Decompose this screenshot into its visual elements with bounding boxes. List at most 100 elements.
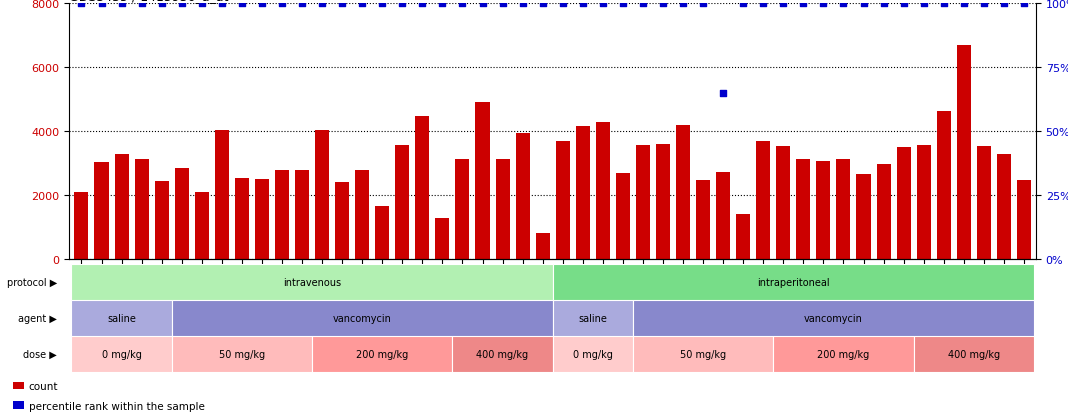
Bar [312,337,453,372]
Text: saline: saline [579,313,608,323]
Point [253,1,270,7]
Point [815,1,832,7]
Bar [72,337,172,372]
Bar [633,337,773,372]
Bar [1017,180,1031,260]
Point [153,1,170,7]
Text: dose ▶: dose ▶ [23,349,57,359]
Point [675,1,692,7]
Text: saline: saline [107,313,136,323]
Point [936,1,953,7]
Bar [356,171,370,260]
Bar [315,131,329,260]
Point [494,1,512,7]
Bar [616,173,630,260]
Bar [175,169,189,260]
Text: 0 mg/kg: 0 mg/kg [572,349,613,359]
Bar [295,171,309,260]
Text: intravenous: intravenous [283,277,341,287]
Point [134,1,151,7]
Bar [937,112,951,260]
Bar [215,131,229,260]
Bar [455,159,470,260]
Bar [453,337,553,372]
Bar [913,337,1034,372]
Bar [536,234,550,260]
Point [534,1,551,7]
Point [73,1,90,7]
Point [173,1,190,7]
Point [755,1,772,7]
Bar [235,178,249,260]
Bar [555,142,569,260]
Point [374,1,391,7]
Point [795,1,812,7]
Point [855,1,873,7]
Bar [114,154,128,260]
Bar [717,173,731,260]
Text: protocol ▶: protocol ▶ [6,277,57,287]
Text: 50 mg/kg: 50 mg/kg [219,349,265,359]
Bar [13,401,25,409]
Bar [135,159,148,260]
Bar [736,214,750,260]
Bar [635,145,650,260]
Text: 200 mg/kg: 200 mg/kg [356,349,408,359]
Bar [375,206,389,260]
Bar [696,181,710,260]
Text: GDS3435 / 1415930_a_at: GDS3435 / 1415930_a_at [69,0,229,3]
Point [575,1,592,7]
Bar [395,146,409,260]
Text: vancomycin: vancomycin [804,313,863,323]
Point [895,1,912,7]
Bar [516,133,530,260]
Text: 400 mg/kg: 400 mg/kg [476,349,529,359]
Bar [255,179,269,260]
Point [1016,1,1033,7]
Point [694,1,711,7]
Point [354,1,371,7]
Text: intraperitoneal: intraperitoneal [757,277,830,287]
Point [93,1,110,7]
Point [233,1,250,7]
Text: 400 mg/kg: 400 mg/kg [947,349,1000,359]
Bar [996,155,1011,260]
Bar [553,301,633,336]
Bar [977,146,991,260]
Text: percentile rank within the sample: percentile rank within the sample [29,401,205,411]
Point [915,1,932,7]
Bar [553,337,633,372]
Point [714,90,732,97]
Point [434,1,451,7]
Bar [475,103,489,260]
Bar [274,171,289,260]
Bar [94,162,109,260]
Bar [857,174,870,260]
Text: 50 mg/kg: 50 mg/kg [680,349,726,359]
Bar [957,46,971,260]
Bar [797,160,811,260]
Text: 200 mg/kg: 200 mg/kg [817,349,869,359]
Bar [553,265,1034,300]
Point [614,1,631,7]
Bar [877,165,891,260]
Bar [75,193,89,260]
Point [113,1,130,7]
Bar [633,301,1034,336]
Bar [776,147,790,260]
Bar [155,181,169,260]
Bar [172,337,312,372]
Point [774,1,791,7]
Bar [596,123,610,260]
Point [514,1,531,7]
Point [193,1,210,7]
Bar [756,142,770,260]
Text: agent ▶: agent ▶ [18,313,57,323]
Point [594,1,611,7]
Point [474,1,491,7]
Bar [897,147,911,260]
Point [995,1,1012,7]
Point [554,1,571,7]
Bar [172,301,553,336]
Point [875,1,892,7]
